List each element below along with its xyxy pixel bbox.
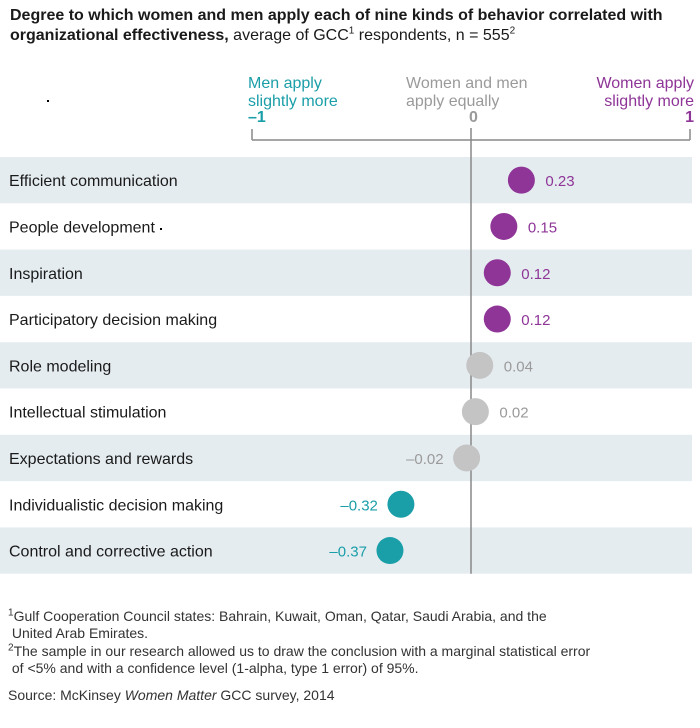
data-label: –0.32	[340, 497, 378, 514]
title-sup1: 1	[348, 25, 355, 37]
title-sup2: 2	[509, 25, 516, 37]
title-normal: average of GCC	[228, 27, 349, 44]
header-equal: Women and men apply equally	[406, 75, 528, 111]
category-label: Intellectual stimulation	[9, 405, 166, 422]
data-label: 0.12	[521, 266, 550, 283]
category-label: Expectations and rewards	[9, 451, 193, 468]
data-label: 0.23	[545, 173, 574, 190]
row-band	[0, 434, 692, 482]
footnote-2-sup: 2	[8, 642, 14, 654]
header-left-line1: Men apply	[248, 75, 322, 92]
header-mid-line2: apply equally	[406, 93, 500, 110]
row-band	[0, 527, 692, 574]
category-label: Control and corrective action	[9, 544, 213, 561]
data-point	[387, 490, 415, 518]
category-label: People development	[9, 219, 155, 236]
category-label: Role modeling	[9, 358, 111, 375]
header-mid-line1: Women and men	[406, 75, 528, 92]
data-point	[507, 166, 535, 194]
data-point	[466, 351, 494, 379]
header-left-line2: slightly more	[248, 93, 338, 110]
data-label: 0.04	[504, 358, 533, 375]
footnote-1-line2: United Arab Emirates.	[11, 625, 149, 641]
data-label: 0.15	[528, 219, 557, 236]
data-point	[483, 259, 511, 287]
footnote-1-sup: 1	[8, 607, 14, 619]
title-normal2: respondents, n = 555	[354, 27, 510, 44]
data-label: –0.37	[329, 544, 367, 561]
footnote-2-line2: of <5% and with a confidence level (1-al…	[11, 660, 419, 676]
header-women-more: Women apply slightly more	[596, 75, 694, 111]
source-note: Source: McKinsey Women Matter GCC survey…	[8, 687, 335, 703]
category-label: Inspiration	[9, 266, 83, 283]
header-men-more: Men apply slightly more	[248, 75, 338, 111]
data-point	[453, 444, 481, 472]
data-point	[483, 305, 511, 333]
data-point	[461, 398, 489, 426]
footnote-2-line1: The sample in our research allowed us to…	[13, 643, 591, 659]
data-label: 0.02	[499, 405, 528, 422]
stray-dot	[160, 228, 162, 230]
category-label: Participatory decision making	[9, 312, 217, 329]
category-label: Efficient communication	[9, 173, 178, 190]
row-band	[0, 342, 692, 389]
source-prefix: Source: McKinsey	[8, 687, 125, 703]
source-italic: Women Matter	[124, 687, 217, 703]
tick-label-neg: –1	[248, 109, 266, 126]
header-right-line2: slightly more	[604, 93, 694, 110]
data-label: 0.12	[521, 312, 550, 329]
data-point	[376, 537, 404, 565]
chart-title: Degree to which women and men apply each…	[10, 6, 690, 46]
title-bold: Degree to which women and men apply each…	[10, 7, 663, 44]
footnote-1-line1: Gulf Cooperation Council states: Bahrain…	[13, 608, 547, 624]
tick-label-zero: 0	[469, 109, 478, 126]
tick-label-pos: 1	[685, 109, 694, 126]
data-point	[490, 212, 518, 240]
stray-dot	[47, 100, 49, 102]
footnote-2: 2The sample in our research allowed us t…	[8, 643, 688, 677]
source-suffix: GCC survey, 2014	[216, 687, 335, 703]
footnote-1: 1Gulf Cooperation Council states: Bahrai…	[8, 608, 688, 642]
header-right-line1: Women apply	[596, 75, 694, 92]
row-band	[0, 249, 692, 296]
row-band	[0, 157, 692, 204]
category-label: Individualistic decision making	[9, 497, 223, 514]
data-label: –0.02	[406, 451, 444, 468]
